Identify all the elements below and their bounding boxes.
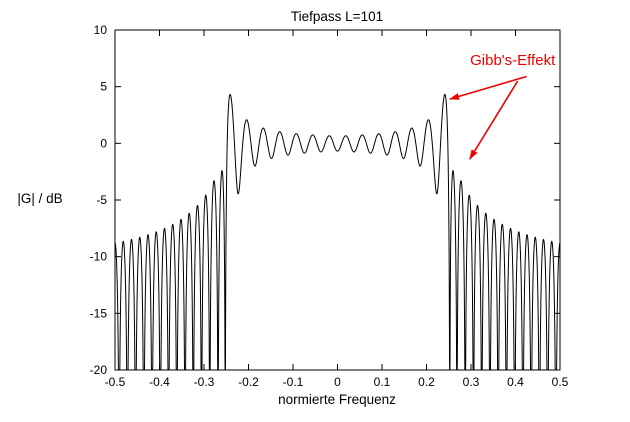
annotation-arrows [449,75,527,160]
y-tick-label: 0 [100,136,107,150]
x-tick-label: 0.3 [463,375,480,389]
chart-title: Tiefpass L=101 [291,9,383,24]
x-tick-label: 0.1 [374,375,391,389]
magnitude-response-curve [114,93,561,371]
axis-ticks [114,29,561,371]
gibbs-effect-annotation-label: Gibb's-Effekt [470,52,556,69]
x-tick-label: -0.2 [238,375,259,389]
y-tick-label: 10 [94,23,108,37]
axis-tick-labels: -0.5 -0.4 -0.3 -0.2 -0.1 0 0.1 0.2 0.3 0.4 0.5 10 5 0… [90,23,569,389]
annotation-arrow [468,80,519,160]
y-tick-label: -15 [90,306,108,320]
x-tick-label: 0 [334,375,341,389]
y-tick-label: -5 [96,193,107,207]
x-tick-label: 0.2 [418,375,435,389]
y-axis-label: |G| / dB [17,191,62,206]
plot-frame [114,29,561,371]
x-tick-label: 0.5 [552,375,569,389]
y-tick-label: 5 [100,80,107,94]
y-tick-label: -10 [90,250,108,264]
x-tick-label: 0.4 [507,375,524,389]
annotation-arrow [449,75,527,100]
x-tick-label: -0.3 [194,375,215,389]
x-axis-label: normierte Frequenz [278,392,396,407]
x-tick-label: -0.5 [105,375,126,389]
x-tick-label: -0.4 [149,375,170,389]
x-tick-label: -0.1 [283,375,304,389]
y-tick-label: -20 [90,363,108,377]
